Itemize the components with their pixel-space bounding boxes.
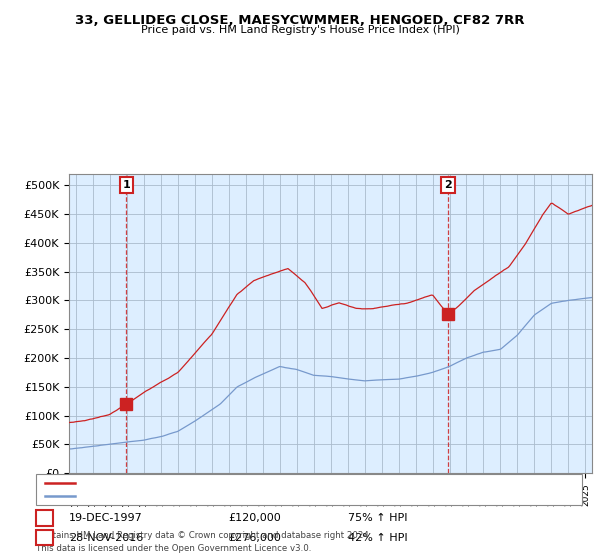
Text: 42% ↑ HPI: 42% ↑ HPI [348,533,407,543]
Text: £120,000: £120,000 [228,513,281,523]
Text: 33, GELLIDEG CLOSE, MAESYCWMMER, HENGOED, CF82 7RR (detached house): 33, GELLIDEG CLOSE, MAESYCWMMER, HENGOED… [80,478,467,488]
Text: 1: 1 [41,513,48,523]
Text: 1: 1 [122,180,130,190]
Text: 2: 2 [444,180,452,190]
Text: Price paid vs. HM Land Registry's House Price Index (HPI): Price paid vs. HM Land Registry's House … [140,25,460,35]
Text: £276,000: £276,000 [228,533,281,543]
Text: 2: 2 [41,533,48,543]
Text: 19-DEC-1997: 19-DEC-1997 [69,513,143,523]
Text: 28-NOV-2016: 28-NOV-2016 [69,533,143,543]
Text: 75% ↑ HPI: 75% ↑ HPI [348,513,407,523]
Text: HPI: Average price, detached house, Caerphilly: HPI: Average price, detached house, Caer… [80,492,310,502]
Text: Contains HM Land Registry data © Crown copyright and database right 2024.
This d: Contains HM Land Registry data © Crown c… [36,531,371,553]
Text: 33, GELLIDEG CLOSE, MAESYCWMMER, HENGOED, CF82 7RR: 33, GELLIDEG CLOSE, MAESYCWMMER, HENGOED… [75,14,525,27]
